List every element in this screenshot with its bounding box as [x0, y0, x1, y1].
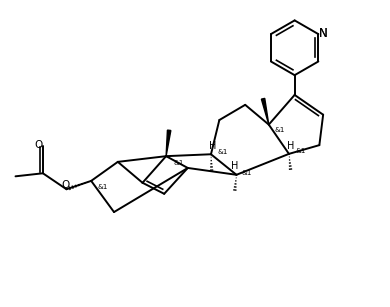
- Text: &1: &1: [98, 184, 108, 190]
- Polygon shape: [261, 98, 269, 125]
- Text: &1: &1: [275, 127, 285, 133]
- Polygon shape: [166, 130, 171, 156]
- Text: N: N: [319, 27, 328, 40]
- Text: H: H: [209, 141, 216, 151]
- Text: &1: &1: [242, 170, 252, 176]
- Text: O: O: [34, 140, 43, 150]
- Text: &1: &1: [217, 150, 228, 155]
- Text: H: H: [231, 161, 239, 171]
- Text: N: N: [319, 27, 328, 40]
- Text: H: H: [287, 141, 294, 150]
- Text: &1: &1: [295, 148, 305, 154]
- Text: O: O: [62, 180, 70, 190]
- Text: &1: &1: [173, 160, 183, 166]
